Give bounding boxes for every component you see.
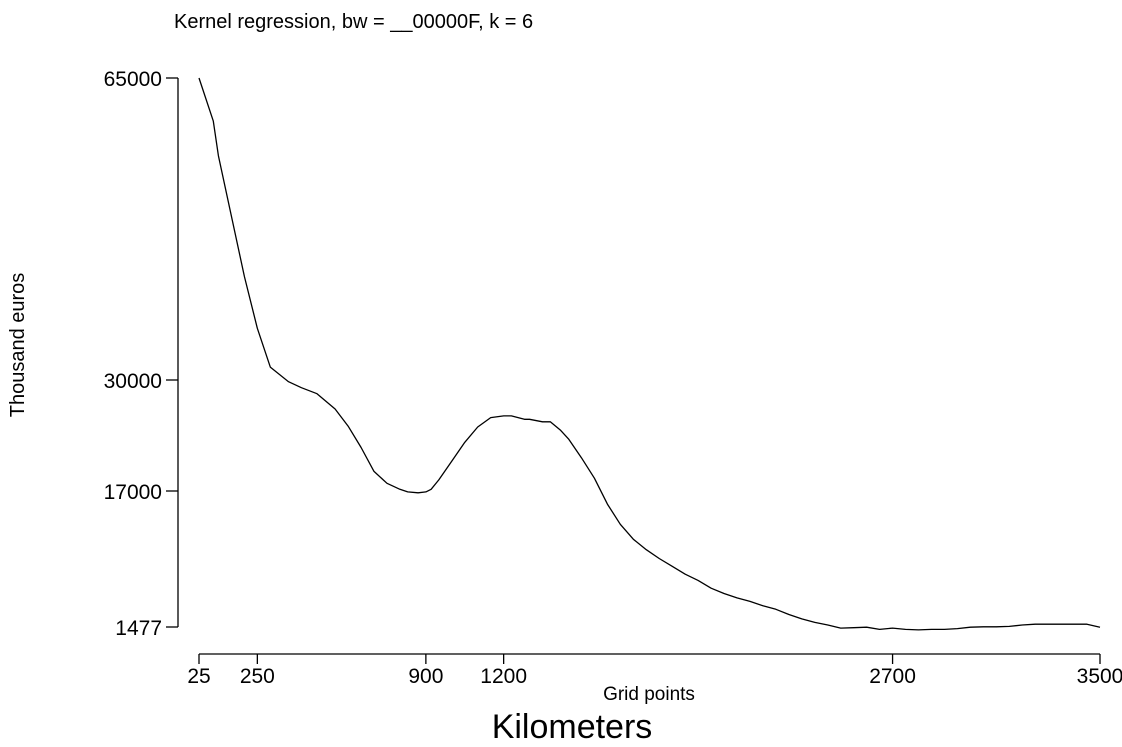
y-tick-label: 65000 xyxy=(104,68,162,91)
y-tick-label: 17000 xyxy=(104,481,162,504)
y-tick-label: 1477 xyxy=(115,617,162,640)
chart-title: Kernel regression, bw = __00000F, k = 6 xyxy=(174,11,533,33)
series-layer xyxy=(198,77,1101,631)
x-tick-label: 3500 xyxy=(1077,665,1122,688)
x-axis: 25 250 900 1200 2700 3500 xyxy=(187,653,1122,688)
x-tick-label: 2700 xyxy=(869,665,916,688)
x-axis-caption: Kilometers xyxy=(492,708,653,746)
y-axis-label: Thousand euros xyxy=(7,273,29,418)
y-tick-label: 30000 xyxy=(104,370,162,393)
series-line-0 xyxy=(198,77,1101,631)
x-tick-label: 250 xyxy=(240,665,275,688)
y-ticks: 1477 17000 30000 65000 xyxy=(104,68,178,640)
x-tick-label: 25 xyxy=(187,665,210,688)
x-tick-label: 1200 xyxy=(480,665,527,688)
x-axis-label: Grid points xyxy=(603,684,695,705)
y-axis: 1477 17000 30000 65000 xyxy=(104,68,179,640)
x-tick-label: 900 xyxy=(408,665,443,688)
x-ticks: 25 250 900 1200 2700 3500 xyxy=(187,654,1122,688)
